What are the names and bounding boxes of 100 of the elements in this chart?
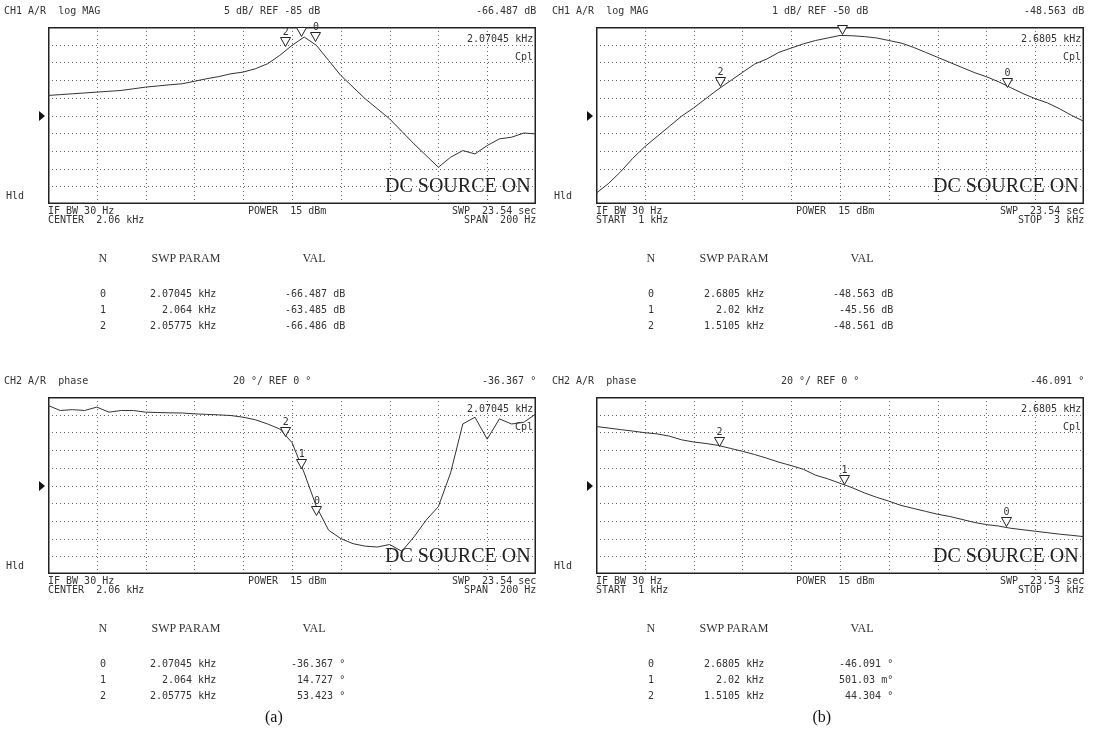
text: 1 bbox=[100, 304, 107, 315]
text: 2.07045 kHz bbox=[150, 288, 217, 299]
text: 2.05775 kHz bbox=[150, 320, 217, 331]
text: 1 bbox=[648, 304, 655, 315]
chart-subtitle: 5 dB/ REF -85 dB bbox=[224, 5, 321, 16]
text: 53.423 ° bbox=[297, 690, 346, 701]
text: 1.5105 kHz bbox=[704, 320, 765, 331]
annotation: 2 bbox=[282, 416, 289, 428]
text: 0 bbox=[100, 658, 107, 669]
text: SWP 23.54 sec bbox=[452, 575, 537, 586]
chart-title: CH1 A/R log MAG bbox=[552, 5, 649, 16]
text: 2.02 kHz bbox=[716, 674, 765, 685]
text: 0 bbox=[648, 288, 655, 299]
text: IF BW 30 Hz bbox=[48, 205, 115, 216]
chart-subtitle: 1 dB/ REF -50 dB bbox=[772, 5, 869, 16]
annotation: 0 bbox=[313, 495, 320, 507]
annotation: Cpl bbox=[1063, 421, 1082, 432]
text: STOP 3 kHz bbox=[1018, 214, 1085, 225]
text: 2 bbox=[648, 690, 655, 701]
text: VAL bbox=[302, 251, 326, 265]
text: IF BW 30 Hz bbox=[48, 575, 115, 586]
annotation: 0 bbox=[1004, 67, 1011, 79]
text: N bbox=[646, 621, 656, 635]
annotation: 2.07045 kHz bbox=[467, 403, 534, 414]
text: 2.064 kHz bbox=[162, 674, 217, 685]
text: 2.07045 kHz bbox=[150, 658, 217, 669]
text: -66.486 dB bbox=[285, 320, 346, 331]
text: 2.6805 kHz bbox=[704, 288, 765, 299]
text: 2.6805 kHz bbox=[1021, 403, 1082, 414]
text: POWER 15 dBm bbox=[796, 575, 875, 586]
text: 44.304 ° bbox=[845, 690, 894, 701]
text: SWP PARAM bbox=[151, 621, 221, 635]
text: 0 bbox=[648, 658, 655, 669]
text: SPAN 200 Hz bbox=[464, 214, 537, 225]
text: -66.487 dB bbox=[476, 5, 537, 16]
text: POWER 15 dBm bbox=[248, 575, 327, 586]
text: (a) bbox=[265, 708, 283, 726]
text: SWP PARAM bbox=[699, 621, 769, 635]
chart-subtitle: 20 °/ REF 0 ° bbox=[781, 375, 860, 386]
text: 501.03 m° bbox=[839, 674, 894, 685]
text: -48.563 dB bbox=[1024, 5, 1085, 16]
text: -36.367 ° bbox=[482, 375, 537, 386]
text: -36.367 ° bbox=[291, 658, 346, 669]
text: -48.563 dB bbox=[833, 288, 894, 299]
text: SWP 23.54 sec bbox=[1000, 205, 1085, 216]
text: VAL bbox=[850, 621, 874, 635]
text: CENTER 2.06 kHz bbox=[48, 584, 145, 595]
chart-title: CH2 A/R phase bbox=[4, 375, 89, 386]
text: VAL bbox=[850, 251, 874, 265]
text: 2 bbox=[648, 320, 655, 331]
annotation: 2 bbox=[717, 66, 724, 78]
text: IF BW 30 Hz bbox=[596, 205, 663, 216]
text: SPAN 200 Hz bbox=[464, 584, 537, 595]
text: Hld bbox=[6, 190, 25, 201]
chart-title: CH2 A/R phase bbox=[552, 375, 637, 386]
text: 2 bbox=[100, 320, 107, 331]
text: 0 bbox=[100, 288, 107, 299]
text: SWP PARAM bbox=[151, 251, 221, 265]
text: -48.561 dB bbox=[833, 320, 894, 331]
text: 2.02 kHz bbox=[716, 304, 765, 315]
text: SWP 23.54 sec bbox=[1000, 575, 1085, 586]
text: N bbox=[646, 251, 656, 265]
chart-subtitle: 20 °/ REF 0 ° bbox=[233, 375, 312, 386]
text: IF BW 30 Hz bbox=[596, 575, 663, 586]
annotation: 2 bbox=[716, 425, 723, 437]
annotation: DC SOURCE ON bbox=[385, 544, 531, 566]
text: 1.5105 kHz bbox=[704, 690, 765, 701]
annotation: DC SOURCE ON bbox=[385, 174, 531, 196]
text: STOP 3 kHz bbox=[1018, 584, 1085, 595]
text: 2.6805 kHz bbox=[704, 658, 765, 669]
text: 14.727 ° bbox=[297, 674, 346, 685]
text: POWER 15 dBm bbox=[248, 205, 327, 216]
annotation: 2.6805 kHz bbox=[1021, 33, 1082, 44]
text: -63.485 dB bbox=[285, 304, 346, 315]
text: N bbox=[98, 251, 108, 265]
annotation: Cpl bbox=[1063, 51, 1082, 62]
text: 2.05775 kHz bbox=[150, 690, 217, 701]
text: -46.091 ° bbox=[1030, 375, 1085, 386]
text: CENTER 2.06 kHz bbox=[48, 214, 145, 225]
annotation: Cpl bbox=[515, 421, 534, 432]
text: 2.064 kHz bbox=[162, 304, 217, 315]
annotation: Cpl bbox=[515, 51, 534, 62]
annotation: 0 bbox=[1003, 506, 1010, 518]
text: 2 bbox=[100, 690, 107, 701]
text: SWP PARAM bbox=[699, 251, 769, 265]
text: Hld bbox=[554, 190, 573, 201]
text: N bbox=[98, 621, 108, 635]
text: START 1 kHz bbox=[596, 584, 669, 595]
text: Hld bbox=[6, 560, 25, 571]
text: 1 bbox=[100, 674, 107, 685]
text: (b) bbox=[812, 708, 832, 726]
text: -45.56 dB bbox=[839, 304, 894, 315]
annotation: 2.07045 kHz bbox=[467, 33, 534, 44]
annotation: 1 bbox=[298, 447, 305, 459]
text: SWP 23.54 sec bbox=[452, 205, 537, 216]
text: Hld bbox=[554, 560, 573, 571]
chart-title: CH1 A/R log MAG bbox=[4, 5, 101, 16]
text: -46.091 ° bbox=[839, 658, 894, 669]
annotation: DC SOURCE ON bbox=[933, 544, 1079, 566]
text: VAL bbox=[302, 621, 326, 635]
